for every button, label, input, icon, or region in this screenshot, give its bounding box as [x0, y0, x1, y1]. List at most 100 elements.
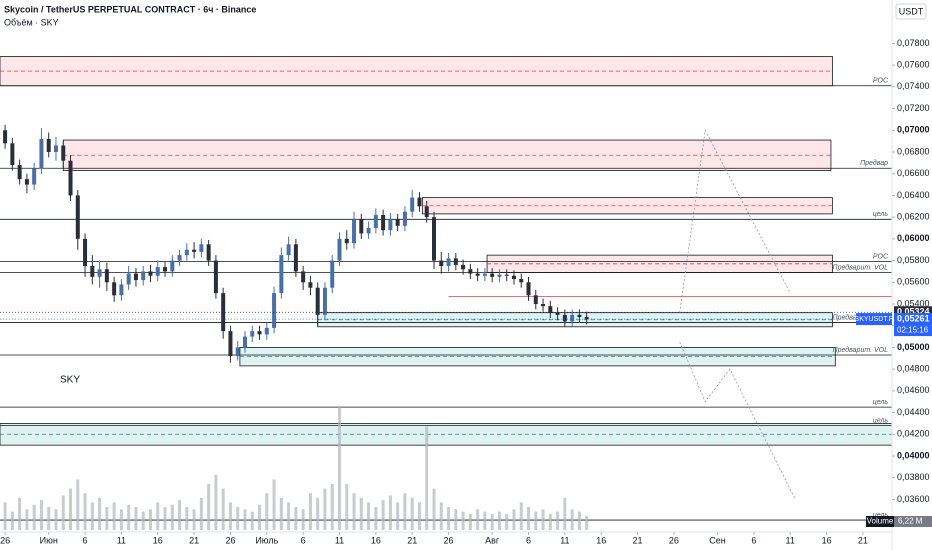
- volume-bar: [403, 493, 407, 530]
- candle-body: [359, 219, 364, 234]
- volume-bar: [119, 509, 123, 530]
- candle-body: [381, 214, 386, 231]
- candle-body: [97, 269, 102, 277]
- y-tick-label: 0,07000: [897, 125, 930, 135]
- candle-body: [53, 145, 58, 152]
- volume-bar: [221, 488, 225, 530]
- candle-body: [337, 238, 342, 261]
- candle-body: [315, 287, 320, 315]
- candle-body: [388, 219, 393, 231]
- candle-body: [366, 228, 371, 234]
- volume-bar: [468, 513, 472, 530]
- candle-body: [192, 249, 197, 252]
- volume-bar: [148, 509, 152, 530]
- y-tick-label: 0,06200: [897, 212, 930, 222]
- x-tick-label: 16: [153, 535, 163, 545]
- candle-body: [417, 197, 422, 207]
- candle-body: [497, 274, 502, 277]
- volume-bar: [170, 504, 174, 530]
- volume-bar: [439, 502, 443, 530]
- volume-name-box: [866, 516, 894, 527]
- level-label: POC: [873, 254, 889, 261]
- price-marker-label: 0,05261: [897, 313, 930, 323]
- level-label: цель: [873, 417, 889, 424]
- y-tick-label: 0,04400: [897, 407, 930, 417]
- y-tick-label: 0,07200: [897, 103, 930, 113]
- currency[interactable]: USDT: [899, 6, 924, 16]
- candle-body: [141, 271, 146, 281]
- candle-body: [155, 267, 160, 276]
- currency-box[interactable]: [895, 3, 927, 20]
- volume-bar: [83, 493, 87, 530]
- volume-bar: [359, 497, 363, 530]
- volume-bar: [243, 509, 247, 530]
- candle-body: [373, 214, 378, 228]
- volume-bar: [563, 497, 567, 530]
- volume-bar: [454, 509, 458, 530]
- chart-subtitle: Объём · SKY: [4, 17, 59, 27]
- candle-body: [126, 273, 131, 285]
- candle-body: [213, 260, 218, 294]
- candle-body: [75, 195, 80, 239]
- volume-bar: [127, 504, 131, 530]
- y-tick-label: 0,07800: [897, 38, 930, 48]
- candle-body: [68, 160, 73, 196]
- candle-body: [61, 145, 66, 161]
- volume-bar: [250, 511, 254, 530]
- y-tick-label: 0,04200: [897, 429, 930, 439]
- volume-bar: [207, 484, 211, 530]
- volume-bar: [548, 513, 552, 530]
- candle-body: [453, 258, 458, 265]
- volume-bar: [330, 484, 334, 530]
- price-marker-label: 0,05324: [897, 307, 930, 317]
- candle-body: [330, 260, 335, 288]
- volume-bar: [323, 488, 327, 530]
- volume-bar: [112, 502, 116, 530]
- volume-bar: [519, 502, 523, 530]
- x-tick-label: Сен: [709, 535, 726, 545]
- volume-bar: [308, 493, 312, 530]
- y-tick-label: 0,04600: [897, 385, 930, 395]
- ticker-box: [856, 313, 892, 326]
- x-tick-label: 21: [633, 535, 643, 545]
- volume-bar: [301, 509, 305, 530]
- volume-bar: [287, 502, 291, 530]
- candle-body: [17, 165, 22, 180]
- candle-body: [461, 264, 466, 270]
- volume-bar: [32, 504, 36, 530]
- candle-body: [272, 293, 277, 328]
- candle-body: [410, 197, 415, 212]
- volume-bar: [381, 500, 385, 530]
- candle-body: [286, 244, 291, 256]
- volume-bar: [388, 495, 392, 530]
- y-tick-label: 0,05000: [897, 342, 930, 352]
- candle-body: [570, 314, 575, 322]
- candle-body: [511, 275, 516, 280]
- candle-body: [228, 331, 233, 357]
- volume-bar: [47, 507, 51, 530]
- candle-body: [352, 219, 357, 244]
- candle-body: [242, 336, 247, 348]
- volume-bar: [90, 502, 94, 530]
- price-marker-box: [894, 313, 932, 326]
- y-tick-label: 0,06400: [897, 190, 930, 200]
- volume-bar: [54, 509, 58, 530]
- zone: [0, 423, 892, 446]
- volume-bar: [585, 515, 589, 530]
- candle-body: [235, 347, 240, 357]
- volume-bar: [3, 502, 7, 530]
- level-label: Предвар: [860, 159, 888, 167]
- x-tick-label: 16: [596, 535, 606, 545]
- x-tick-label: 6: [301, 535, 306, 545]
- volume-bar: [199, 497, 203, 530]
- candle-body: [250, 331, 255, 337]
- candle-body: [519, 279, 524, 283]
- volume-bar: [505, 513, 509, 530]
- x-tick-label: 6: [83, 535, 88, 545]
- volume-bar: [76, 479, 80, 530]
- volume-last-label: 6,22 M: [898, 517, 923, 526]
- volume-bar: [534, 511, 538, 530]
- volume-bar: [410, 497, 414, 530]
- candle-body: [184, 249, 189, 256]
